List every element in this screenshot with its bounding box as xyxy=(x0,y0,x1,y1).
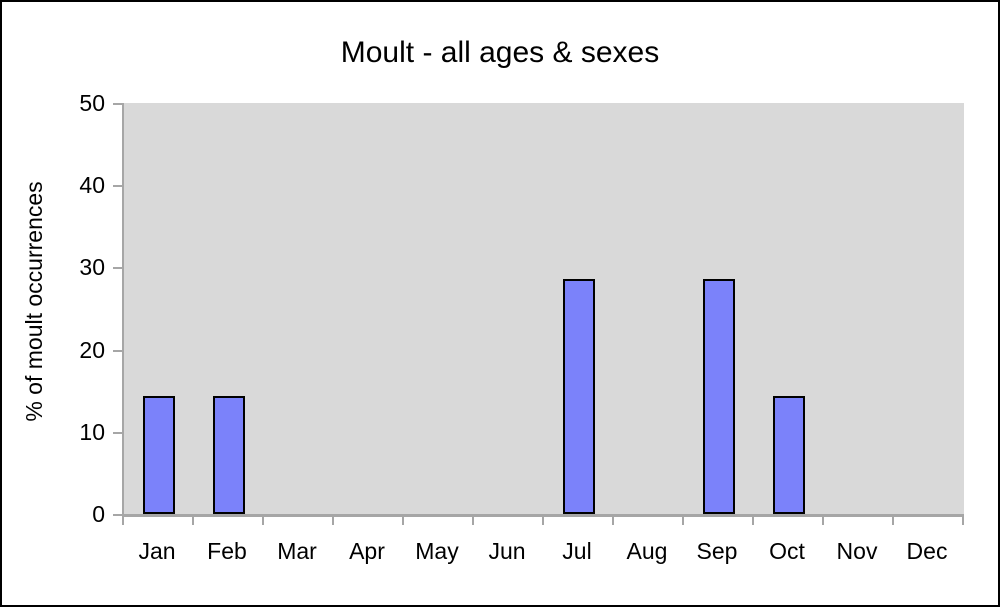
x-tick-label-nov: Nov xyxy=(836,538,878,564)
x-tick-label-sep: Sep xyxy=(696,538,738,564)
bar-sep xyxy=(703,279,735,514)
x-tick-label-feb: Feb xyxy=(207,538,247,564)
bar-jul xyxy=(563,279,595,514)
bar-oct xyxy=(773,396,805,514)
x-tick-label-dec: Dec xyxy=(906,538,948,564)
y-tick-label: 20 xyxy=(79,337,105,363)
plot-area xyxy=(122,103,964,517)
y-axis-title: % of moult occurrences xyxy=(21,181,47,422)
x-tick-label-oct: Oct xyxy=(769,538,805,564)
x-tick-label-apr: Apr xyxy=(349,538,385,564)
x-tick-mark xyxy=(542,517,544,525)
x-tick-mark xyxy=(962,517,964,525)
bar-feb xyxy=(213,396,245,514)
x-tick-mark xyxy=(682,517,684,525)
x-tick-mark xyxy=(262,517,264,525)
y-tick-label: 30 xyxy=(79,254,105,280)
x-tick-mark xyxy=(822,517,824,525)
x-tick-mark xyxy=(192,517,194,525)
y-tick-label: 10 xyxy=(79,419,105,445)
x-tick-mark xyxy=(752,517,754,525)
bar-jan xyxy=(143,396,175,514)
y-tick-label: 0 xyxy=(92,501,105,527)
x-tick-label-jan: Jan xyxy=(138,538,176,564)
y-tick-label: 40 xyxy=(79,172,105,198)
y-tick-mark xyxy=(113,432,122,434)
x-tick-label-jun: Jun xyxy=(488,538,526,564)
x-tick-label-mar: Mar xyxy=(277,538,317,564)
x-tick-mark xyxy=(612,517,614,525)
y-tick-mark xyxy=(113,185,122,187)
x-tick-label-may: May xyxy=(415,538,459,564)
x-tick-label-jul: Jul xyxy=(562,538,592,564)
y-tick-mark xyxy=(113,350,122,352)
x-tick-mark xyxy=(332,517,334,525)
x-tick-label-aug: Aug xyxy=(626,538,668,564)
x-tick-mark xyxy=(402,517,404,525)
x-tick-mark xyxy=(472,517,474,525)
x-tick-mark xyxy=(892,517,894,525)
y-tick-mark xyxy=(113,514,122,516)
y-tick-mark xyxy=(113,103,122,105)
y-tick-label: 50 xyxy=(79,90,105,116)
y-tick-mark xyxy=(113,267,122,269)
x-tick-mark xyxy=(122,517,124,525)
chart-title: Moult - all ages & sexes xyxy=(340,36,660,69)
